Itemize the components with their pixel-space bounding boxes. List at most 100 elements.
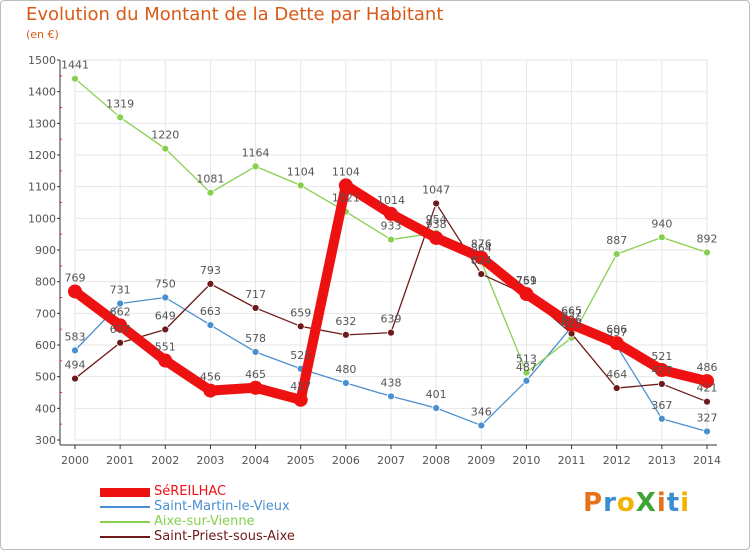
x-tick-label: 2004 xyxy=(242,454,270,467)
data-label: 639 xyxy=(381,313,402,326)
legend-label: Aixe-sur-Vienne xyxy=(154,514,255,529)
data-point xyxy=(657,414,666,423)
y-tick-label: 1300 xyxy=(28,117,56,130)
data-point xyxy=(113,318,128,333)
x-tick-label: 2013 xyxy=(648,454,676,467)
data-label: 940 xyxy=(651,217,672,230)
x-tick-label: 2008 xyxy=(422,454,450,467)
data-point xyxy=(203,383,218,398)
data-label: 597 xyxy=(606,326,627,339)
data-point xyxy=(71,346,79,355)
y-tick-label: 400 xyxy=(35,402,56,415)
data-point xyxy=(116,113,125,122)
data-label: 551 xyxy=(155,341,176,354)
data-point xyxy=(564,317,579,332)
data-point xyxy=(387,328,395,337)
data-point xyxy=(432,404,441,412)
data-label: 606 xyxy=(606,323,627,336)
data-label: 759 xyxy=(516,275,537,288)
y-tick-label: 1100 xyxy=(28,181,56,194)
data-point xyxy=(700,374,714,389)
data-label: 662 xyxy=(110,305,131,318)
y-tick-label: 1400 xyxy=(28,86,56,99)
data-label: 327 xyxy=(697,411,718,424)
data-point xyxy=(477,421,486,430)
data-label: 1014 xyxy=(377,194,405,207)
legend-label: Saint-Priest-sous-Aixe xyxy=(154,529,295,544)
data-point xyxy=(522,376,531,385)
data-point xyxy=(206,188,215,197)
data-label: 486 xyxy=(697,361,718,374)
legend-swatch xyxy=(100,487,150,497)
data-point xyxy=(116,338,125,347)
y-tick-label: 500 xyxy=(35,371,56,384)
data-label: 731 xyxy=(110,284,131,297)
y-tick-label: 800 xyxy=(35,276,56,289)
legend-swatch xyxy=(100,536,150,538)
data-label: 438 xyxy=(381,376,402,389)
data-label: 477 xyxy=(651,364,672,377)
data-label: 607 xyxy=(110,323,131,336)
data-label: 487 xyxy=(516,361,537,374)
data-label: 456 xyxy=(200,371,221,384)
data-point xyxy=(341,330,350,339)
data-point xyxy=(657,380,666,388)
data-label: 717 xyxy=(245,288,266,301)
data-point xyxy=(477,270,486,278)
data-point xyxy=(474,250,489,265)
data-point xyxy=(338,178,353,193)
data-label: 938 xyxy=(426,218,447,231)
data-point xyxy=(612,250,621,259)
data-point xyxy=(612,384,621,392)
data-point xyxy=(429,230,444,245)
data-label: 464 xyxy=(606,368,627,381)
data-label: 1220 xyxy=(151,129,179,142)
data-label: 632 xyxy=(335,315,356,328)
data-point xyxy=(251,348,260,356)
data-label: 1021 xyxy=(332,192,360,205)
data-label: 665 xyxy=(561,304,582,317)
x-tick-label: 2012 xyxy=(603,454,631,467)
x-tick-label: 2014 xyxy=(693,454,721,467)
x-tick-label: 2009 xyxy=(467,454,495,467)
x-tick-label: 2002 xyxy=(151,454,179,467)
data-point xyxy=(161,325,170,334)
data-label: 1441 xyxy=(61,59,89,72)
data-point xyxy=(206,279,215,288)
y-tick-label: 900 xyxy=(35,244,56,257)
data-point xyxy=(68,284,82,299)
data-label: 578 xyxy=(245,332,266,345)
legend-label: SéREILHAC xyxy=(154,484,227,499)
y-tick-label: 1500 xyxy=(28,54,56,67)
data-point xyxy=(703,248,711,257)
data-label: 521 xyxy=(651,350,672,363)
data-label: 876 xyxy=(471,238,492,251)
data-label: 824 xyxy=(471,254,492,267)
data-label: 583 xyxy=(65,330,86,343)
data-label: 933 xyxy=(381,220,402,233)
x-tick-label: 2003 xyxy=(196,454,224,467)
data-label: 421 xyxy=(697,382,718,395)
y-tick-label: 300 xyxy=(35,434,56,447)
x-tick-label: 2007 xyxy=(377,454,405,467)
data-point xyxy=(609,336,624,351)
chart-title: Evolution du Montant de la Dette par Hab… xyxy=(26,4,444,25)
legend-swatch xyxy=(100,521,150,523)
x-tick-label: 2010 xyxy=(512,454,540,467)
legend-swatch xyxy=(100,506,150,508)
data-point xyxy=(341,379,350,387)
data-label: 864 xyxy=(471,241,492,254)
legend-label: Saint-Martin-le-Vieux xyxy=(154,499,290,514)
y-tick-label: 600 xyxy=(35,339,56,352)
data-label: 1104 xyxy=(332,165,360,178)
data-label: 513 xyxy=(516,353,537,366)
data-point xyxy=(654,363,669,378)
data-point xyxy=(519,287,534,302)
data-label: 427 xyxy=(290,380,311,393)
data-label: 494 xyxy=(65,359,86,372)
data-label: 367 xyxy=(651,399,672,412)
data-label: 761 xyxy=(516,274,537,287)
x-tick-label: 2011 xyxy=(558,454,586,467)
data-label: 465 xyxy=(245,368,266,381)
data-label: 1047 xyxy=(422,183,450,196)
